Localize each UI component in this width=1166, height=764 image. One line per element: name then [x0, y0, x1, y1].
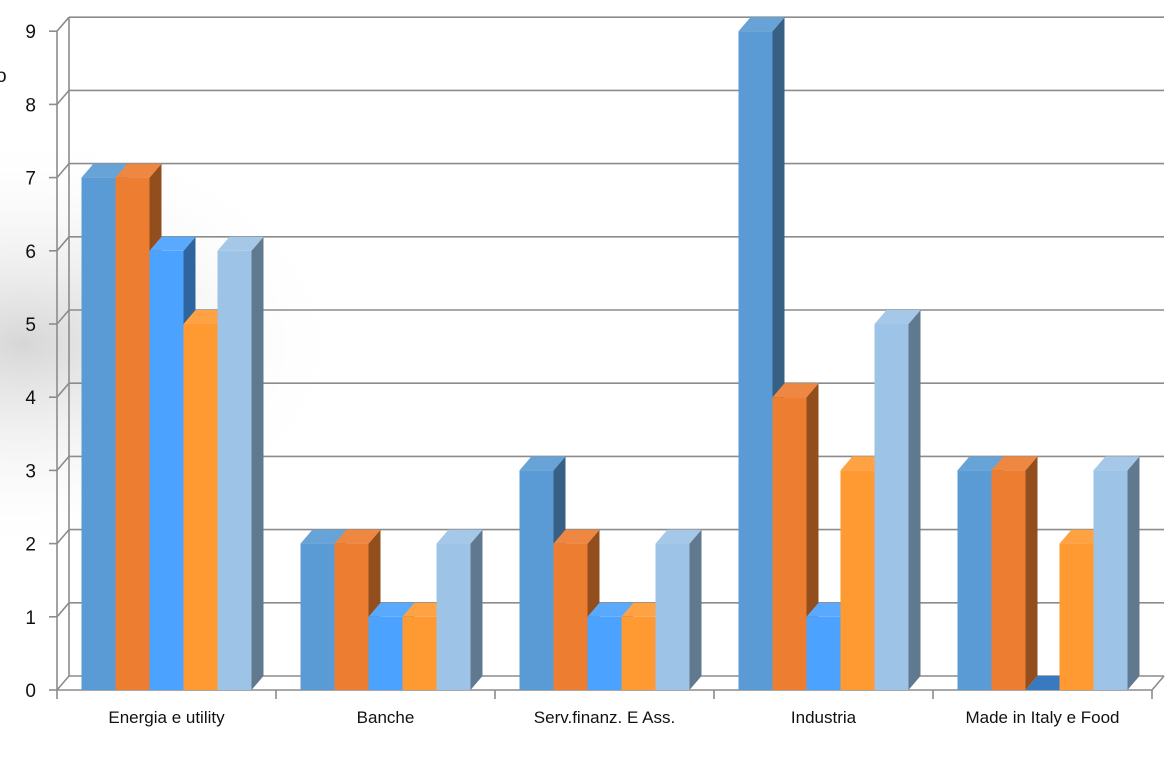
bar-side: [1025, 456, 1038, 690]
bar-front: [957, 470, 992, 690]
bar-top: [149, 236, 196, 251]
bar-top: [874, 310, 921, 324]
bar-front: [840, 470, 875, 690]
bar-front: [587, 616, 622, 690]
bar-top: [217, 236, 264, 251]
gridline-slant: [56, 236, 70, 252]
bar: [991, 456, 1038, 690]
bar-front: [149, 250, 184, 691]
bar-side: [251, 236, 264, 691]
bar: [874, 310, 921, 690]
bar-top: [553, 529, 600, 544]
bar-front: [1059, 543, 1094, 690]
bar-front: [217, 250, 252, 691]
bar-top: [587, 602, 634, 617]
gridline-slant: [56, 163, 70, 179]
y-tick-label: 3: [25, 461, 36, 482]
bar-top: [1093, 456, 1140, 471]
bar-top: [519, 456, 566, 471]
y-tick-label: 5: [25, 315, 36, 336]
bar: [1093, 456, 1140, 690]
gridline-slant: [56, 382, 70, 398]
y-tick-label: 9: [25, 22, 36, 43]
gridline-slant: [56, 529, 70, 545]
bar-front: [334, 543, 369, 690]
y-tick-label: 4: [25, 388, 36, 409]
x-axis-labels: Energia e utility Banche Serv.finanz. E As…: [108, 708, 1119, 727]
bar-front: [402, 616, 437, 690]
gridline-slant: [56, 602, 70, 618]
bar-side: [908, 310, 921, 690]
bar-front: [655, 543, 690, 690]
bar-front: [183, 324, 218, 690]
floor-edge: [1151, 675, 1165, 691]
bar-front: [368, 616, 403, 690]
gridline-slant: [56, 16, 70, 32]
bar-top: [81, 163, 128, 178]
x-category-label: Serv.finanz. E Ass.: [534, 708, 675, 727]
x-category-label: Industria: [791, 708, 857, 727]
y-tick-label: 0: [25, 681, 36, 702]
bar-top: [957, 456, 1004, 471]
gridline-slant: [56, 89, 70, 105]
bar-top: [334, 529, 381, 544]
gridline-slant: [56, 675, 70, 691]
bar-front: [738, 31, 773, 690]
y-axis-ticks: 0 1 2 3 4 5 6 7 8 9: [25, 22, 57, 702]
y-tick-label: 6: [25, 242, 36, 263]
bar-front: [436, 543, 471, 690]
x-category-label: Made in Italy e Food: [965, 708, 1119, 727]
bar: [436, 529, 483, 690]
bar-front: [115, 177, 150, 691]
bar-side: [1127, 456, 1140, 690]
bar-front: [519, 470, 554, 690]
bar-front: [991, 470, 1026, 690]
bar: [772, 383, 819, 690]
bar-top: [738, 17, 785, 32]
bars: [81, 17, 1140, 691]
bar-top: [772, 383, 819, 398]
bar: [217, 236, 264, 691]
bar-top: [115, 163, 162, 178]
bar-front: [553, 543, 588, 690]
bar-front: [81, 177, 116, 691]
clipped-axis-title-fragment: o: [0, 66, 7, 87]
bar-top: [655, 529, 702, 544]
bar: [655, 529, 702, 690]
bar-front: [772, 397, 807, 690]
bar-front: [1093, 470, 1128, 690]
y-tick-label: 8: [25, 95, 36, 116]
x-category-label: Banche: [357, 708, 415, 727]
bar-side: [689, 529, 702, 690]
y-tick-label: 2: [25, 535, 36, 556]
gridline-slant: [56, 455, 70, 471]
bar-top: [436, 529, 483, 544]
bar-front: [621, 616, 656, 690]
bar-front: [806, 616, 841, 690]
bar-top: [991, 456, 1038, 471]
bar-front: [300, 543, 335, 690]
y-tick-label: 1: [25, 608, 36, 629]
bar-top: [300, 529, 347, 544]
bar-front: [874, 324, 909, 690]
bar-side: [470, 529, 483, 690]
bar-top: [368, 602, 415, 617]
y-tick-label: 7: [25, 169, 36, 190]
gridline-slant: [56, 309, 70, 325]
x-category-label: Energia e utility: [108, 708, 225, 727]
